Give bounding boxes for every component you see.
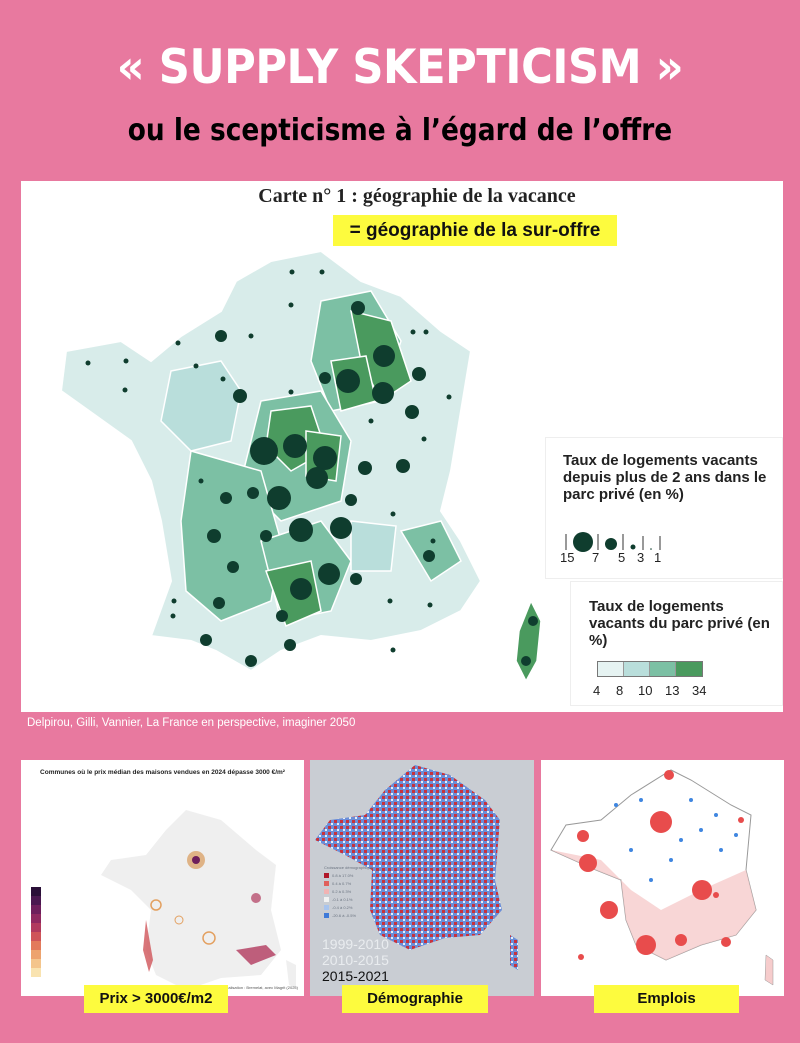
legend-circle-symbols — [565, 532, 661, 552]
jobs-map-panel — [541, 760, 784, 996]
page-subtitle: ou le scepticisme à l’égard de l’offre — [127, 113, 673, 148]
legend-label: -0.1 à 0.1% — [332, 897, 353, 902]
period-2010-2015: 2010-2015 — [322, 952, 389, 968]
price-map-title: Communes où le prix médian des maisons v… — [40, 769, 285, 776]
demography-legend-title: Croissance démographique — [324, 865, 373, 870]
legend-label: 4 — [593, 683, 601, 698]
legend-circle-title: Taux de logements vacants depuis plus de… — [563, 452, 767, 503]
legend-label: 15 — [560, 550, 575, 565]
legend-label: 3 — [637, 550, 645, 565]
period-selector: 1999-2010 2010-2015 2015-2021 — [322, 936, 389, 984]
jobs-map — [550, 769, 774, 986]
page-title: « SUPPLY SKEPTICISM » — [116, 40, 684, 95]
legend-label: 8 — [616, 683, 624, 698]
price-legend-scale — [31, 887, 41, 977]
demography-map — [315, 765, 518, 970]
legend-label: -20.6 à -0.5% — [332, 913, 357, 918]
legend-choropleth-title: Taux de logements vacants du parc privé … — [589, 598, 770, 649]
source-caption: Delpirou, Gilli, Vannier, La France en p… — [27, 717, 356, 729]
legend-swatches — [597, 661, 703, 677]
legend-label: 7 — [592, 550, 600, 565]
legend-label: 0.4 à 0.7% — [332, 881, 352, 886]
legend-label: 34 — [692, 683, 707, 698]
period-1999-2010: 1999-2010 — [322, 936, 389, 952]
swatch — [650, 662, 676, 676]
price-map-panel: Communes où le prix médian des maisons v… — [21, 760, 304, 996]
legend-label: 0.8 à 17.0% — [332, 873, 354, 878]
price-label: Prix > 3000€/m2 — [84, 985, 228, 1013]
legend-choropleth: Taux de logements vacants du parc privé … — [570, 581, 783, 706]
france-vacancy-map — [59, 249, 541, 683]
period-2015-2021: 2015-2021 — [322, 968, 389, 984]
legend-label: 13 — [665, 683, 680, 698]
legend-label: 1 — [654, 550, 662, 565]
swatch — [624, 662, 650, 676]
vacancy-circles — [85, 269, 538, 667]
price-map-credit: Données : CEREMA (DVF3). Réalisation : B… — [170, 985, 298, 990]
demography-map-panel: Croissance démographique 0.8 à 17.0% 0.4… — [310, 760, 534, 996]
demography-label: Démographie — [342, 985, 488, 1013]
highlight-label: = géographie de la sur-offre — [333, 215, 617, 246]
legend-label: 10 — [638, 683, 653, 698]
price-map — [101, 810, 296, 990]
swatch — [676, 662, 702, 676]
legend-circle-size: Taux de logements vacants depuis plus de… — [545, 437, 783, 579]
demography-legend: Croissance démographique 0.8 à 17.0% 0.4… — [324, 865, 373, 918]
legend-label: 0.2 à 0.3% — [332, 889, 352, 894]
legend-label: 5 — [618, 550, 626, 565]
map-title: Carte n° 1 : géographie de la vacance — [258, 185, 576, 207]
swatch — [598, 662, 624, 676]
jobs-label: Emplois — [594, 985, 739, 1013]
vacancy-map-panel: Carte n° 1 : géographie de la vacance = … — [21, 181, 783, 712]
legend-label: -0.4 à 0.2% — [332, 905, 353, 910]
